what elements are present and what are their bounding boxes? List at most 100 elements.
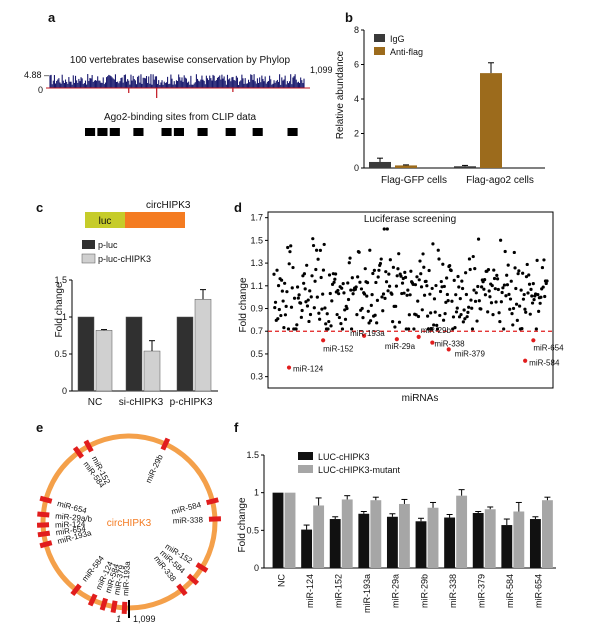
data-point — [540, 265, 545, 270]
binding-site-mark — [110, 600, 118, 614]
data-point — [505, 273, 509, 277]
y-tick-label: 0.5 — [250, 349, 263, 359]
data-point — [390, 292, 394, 296]
data-point — [433, 310, 437, 314]
data-point — [342, 291, 346, 295]
data-point — [409, 269, 413, 273]
panel-d-ylabel: Fold change — [238, 277, 249, 332]
panel-label-b: b — [345, 10, 353, 25]
data-point — [522, 292, 526, 297]
data-point — [384, 270, 388, 274]
data-point — [340, 286, 344, 290]
data-point — [508, 297, 513, 301]
bar — [194, 298, 212, 392]
data-point — [277, 307, 281, 312]
bar — [358, 513, 370, 568]
data-point — [309, 295, 313, 299]
data-point — [459, 312, 463, 317]
data-point — [281, 299, 285, 303]
panel-f-legend: LUC-cHIPK3 LUC-cHIPK3-mutant — [298, 452, 401, 475]
data-point — [438, 289, 443, 294]
data-point — [311, 237, 315, 241]
bar — [329, 519, 341, 568]
binding-site-mark — [186, 573, 200, 586]
x-category-label: miR-654 — [534, 574, 544, 608]
clip-site-block — [225, 128, 236, 136]
data-point — [325, 312, 329, 316]
data-point — [527, 273, 531, 277]
data-point — [314, 267, 318, 272]
data-point — [413, 283, 418, 287]
data-point — [399, 274, 403, 278]
data-point — [544, 281, 548, 286]
clip-site-block — [161, 128, 172, 136]
data-point — [367, 321, 371, 325]
x-category-label: miR-29b — [419, 574, 429, 608]
data-point — [358, 280, 362, 284]
data-point — [457, 285, 461, 289]
data-point — [429, 311, 433, 315]
bar — [272, 492, 284, 568]
data-point — [512, 250, 516, 255]
data-point — [362, 292, 367, 296]
data-point — [356, 275, 360, 279]
data-point — [285, 290, 289, 294]
binding-site-mark — [99, 597, 109, 611]
construct-luc-label: luc — [99, 216, 112, 227]
bar — [480, 73, 502, 168]
data-point — [432, 297, 437, 301]
data-point — [417, 278, 421, 282]
data-point — [419, 272, 423, 276]
data-point — [434, 283, 438, 288]
data-point — [539, 295, 543, 299]
data-point — [502, 327, 506, 331]
data-point — [328, 291, 332, 296]
binding-site-mark — [121, 601, 128, 615]
data-point — [514, 302, 519, 306]
bar — [513, 511, 525, 568]
data-point — [373, 313, 377, 317]
highlighted-point — [531, 338, 536, 343]
data-point — [337, 315, 341, 320]
data-point — [499, 238, 503, 242]
data-point — [372, 268, 376, 272]
data-point — [530, 301, 535, 305]
bar — [313, 505, 325, 568]
binding-site-mark — [39, 495, 53, 504]
data-point — [523, 307, 527, 311]
bar — [484, 509, 496, 568]
data-point — [504, 294, 508, 298]
data-point — [306, 298, 310, 302]
panel-f-categories: NC miR-124 miR-152 miR-193a miR-29a miR-29b mi… — [276, 574, 543, 614]
data-point — [514, 286, 518, 291]
data-point — [384, 280, 389, 284]
data-point — [317, 311, 321, 315]
data-point — [408, 293, 412, 297]
data-point — [374, 280, 378, 285]
data-point — [499, 300, 503, 304]
legend-label-igg: IgG — [390, 34, 405, 44]
y-tick-label: 0.9 — [250, 304, 263, 314]
data-point — [474, 291, 478, 295]
data-point — [495, 273, 499, 278]
data-point — [506, 263, 510, 267]
data-point — [507, 292, 511, 296]
data-point — [436, 248, 440, 252]
data-point — [351, 292, 355, 296]
construct-luc-block — [85, 212, 125, 228]
clip-site-block — [85, 128, 96, 136]
data-point — [346, 281, 350, 285]
x-category-label: NC — [276, 574, 286, 587]
data-point — [391, 320, 395, 324]
data-point — [365, 280, 370, 285]
data-point — [308, 312, 313, 317]
data-point — [387, 272, 391, 276]
data-point — [464, 292, 468, 297]
circ-end-label: 1,099 — [133, 614, 156, 624]
data-point — [439, 279, 443, 284]
data-point — [445, 292, 449, 297]
data-point — [501, 286, 505, 290]
y-tick-label: 1.7 — [250, 213, 263, 223]
data-point — [305, 304, 310, 308]
